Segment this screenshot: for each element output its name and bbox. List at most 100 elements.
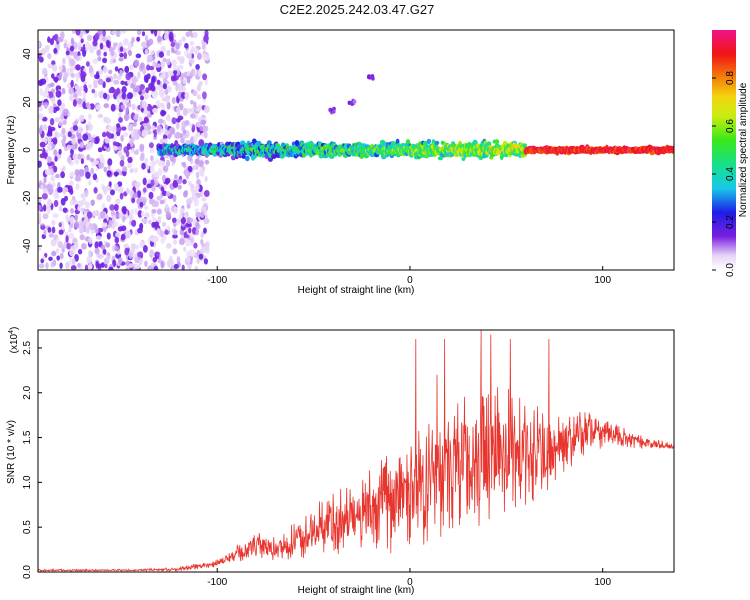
heatmap-cell xyxy=(62,108,69,117)
heatmap-cell xyxy=(96,49,100,56)
heatmap-cell xyxy=(72,196,76,201)
heatmap-cell xyxy=(160,236,165,245)
heatmap-cell xyxy=(120,225,127,232)
heatmap-cell xyxy=(155,99,161,107)
heatmap-cell xyxy=(153,221,159,227)
heatmap-cell xyxy=(41,124,48,131)
colorbar-tick-label: 0.4 xyxy=(725,167,736,181)
heatmap-cell xyxy=(70,79,74,88)
heatmap-cell xyxy=(86,211,93,219)
heatmap-cell xyxy=(202,41,206,50)
heatmap-cell xyxy=(86,35,93,41)
heatmap-cell xyxy=(81,243,87,250)
heatmap-cell xyxy=(88,113,92,120)
heatmap-cell xyxy=(114,66,119,72)
heatmap-cell xyxy=(190,99,194,105)
heatmap-cell xyxy=(244,155,250,162)
heatmap-cell xyxy=(48,233,54,238)
heatmap-cell xyxy=(63,39,68,44)
heatmap-cell xyxy=(195,131,201,138)
heatmap-cell xyxy=(47,156,52,164)
heatmap-cell xyxy=(47,53,52,60)
snr-background xyxy=(38,330,674,572)
heatmap-cell xyxy=(120,80,125,86)
heatmap-cell xyxy=(131,36,135,43)
heatmap-cell xyxy=(143,92,149,100)
heatmap-cell xyxy=(198,160,204,168)
heatmap-cell xyxy=(117,146,122,151)
heatmap-cell xyxy=(113,73,117,80)
heatmap-cell xyxy=(58,121,63,127)
heatmap-cell xyxy=(111,30,116,35)
heatmap-cell xyxy=(143,187,147,193)
heatmap-cell xyxy=(157,159,163,167)
heatmap-cell xyxy=(112,42,117,51)
heatmap-cell xyxy=(171,117,177,125)
heatmap-cell xyxy=(116,123,121,128)
heatmap-cell xyxy=(110,103,116,112)
heatmap-cell xyxy=(73,221,80,229)
heatmap-cell xyxy=(165,211,172,220)
heatmap-cell xyxy=(94,247,100,255)
heatmap-cell xyxy=(133,114,139,121)
heatmap-cell xyxy=(120,30,127,34)
y-tick-label: -20 xyxy=(22,190,33,205)
heatmap-cell xyxy=(68,258,73,266)
heatmap-cell xyxy=(118,213,124,219)
heatmap-cell xyxy=(115,30,121,38)
heatmap-cell xyxy=(122,132,129,137)
heatmap-cell xyxy=(44,104,48,109)
heatmap-cell xyxy=(166,259,171,268)
heatmap-cell xyxy=(107,158,113,166)
heatmap-cell xyxy=(165,116,171,122)
heatmap-cell xyxy=(54,155,58,162)
heatmap-cell xyxy=(160,230,164,238)
heatmap-cell xyxy=(150,155,154,162)
heatmap-cell xyxy=(139,145,145,153)
heatmap-cell xyxy=(171,48,176,54)
heatmap-cell xyxy=(170,127,176,135)
heatmap-cell xyxy=(196,94,201,100)
heatmap-cell xyxy=(74,120,78,126)
heatmap-cell xyxy=(193,135,198,143)
heatmap-cell xyxy=(145,87,150,94)
heatmap-cell xyxy=(99,211,106,219)
heatmap-cell xyxy=(84,215,88,223)
heatmap-cell xyxy=(149,198,154,205)
heatmap-cell xyxy=(123,113,130,122)
heatmap-cell xyxy=(82,133,89,141)
heatmap-cell xyxy=(173,69,178,76)
heatmap-cell xyxy=(40,225,46,230)
heatmap-cell xyxy=(144,260,148,267)
heatmap-cell xyxy=(198,81,203,86)
heatmap-cell xyxy=(102,248,107,255)
heatmap-cell xyxy=(106,194,112,202)
snr-ylabel: SNR (10 * v/v) xyxy=(6,420,17,484)
heatmap-cell xyxy=(61,87,66,95)
heatmap-cell xyxy=(205,241,210,247)
heatmap-cell xyxy=(133,150,139,155)
heatmap-cell xyxy=(63,71,69,80)
heatmap-cell xyxy=(196,179,201,186)
heatmap-cell xyxy=(68,223,74,229)
heatmap-cell xyxy=(366,74,371,80)
snr-frame xyxy=(37,329,675,573)
heatmap-cell xyxy=(87,123,93,131)
heatmap-cell xyxy=(75,76,80,83)
heatmap-cell xyxy=(55,248,60,254)
heatmap-cell xyxy=(184,91,190,100)
heatmap-cell xyxy=(68,180,74,187)
heatmap-cell xyxy=(110,189,115,196)
heatmap-cell xyxy=(193,242,198,249)
heatmap-cell xyxy=(74,175,81,182)
heatmap-cell xyxy=(95,260,100,269)
heatmap-cell xyxy=(200,119,207,126)
heatmap-cell xyxy=(110,50,115,57)
heatmap-cell xyxy=(164,88,169,96)
heatmap-cell xyxy=(147,265,154,270)
heatmap-cell xyxy=(141,129,148,138)
heatmap-cell xyxy=(92,173,98,181)
x-tick-label: 100 xyxy=(594,577,611,588)
heatmap-cell xyxy=(102,30,106,38)
